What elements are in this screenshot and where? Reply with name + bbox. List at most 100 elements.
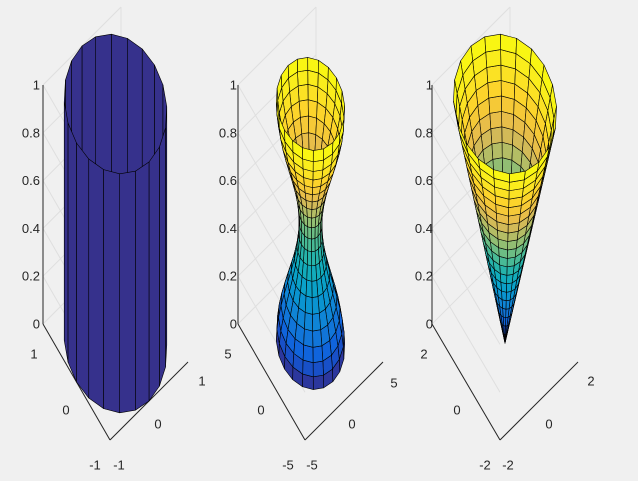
- z-axis-ticks: 0 0.2 0.4 0.6 0.8 1: [22, 78, 40, 332]
- x-tick-label: 5: [390, 376, 397, 391]
- surface-patch: [489, 111, 503, 129]
- y-tick-label: 0: [453, 403, 460, 418]
- z-tick-label: 0.6: [415, 173, 433, 188]
- z-tick-label: 0.6: [219, 173, 237, 188]
- surface-patch: [312, 374, 325, 390]
- y-tick-label: 5: [224, 347, 231, 362]
- surface-patch: [159, 127, 166, 387]
- surface-patch: [303, 328, 314, 348]
- grid-line: [237, 132, 306, 250]
- x-axis-ticks: -1 0 1: [113, 374, 205, 473]
- surface-patch: [501, 290, 507, 302]
- y-axis-line: [237, 323, 306, 441]
- surface-patch: [502, 308, 507, 318]
- surface-patch: [488, 95, 502, 114]
- surface-patch: [311, 280, 319, 298]
- surface-patch: [63, 101, 69, 363]
- y-axis-line: [431, 323, 501, 441]
- surface-patch: [303, 247, 309, 266]
- x-tick-label: -1: [113, 458, 125, 473]
- surface-patch: [148, 146, 160, 402]
- y-axis-ticks: -2 0 2: [420, 347, 490, 473]
- z-tick-label: 0.4: [219, 221, 237, 236]
- surface-patch: [308, 132, 317, 152]
- z-tick-label: 0.4: [22, 221, 40, 236]
- surface-patch: [297, 84, 309, 102]
- y-tick-label: 0: [62, 403, 69, 418]
- z-tick-label: 0: [230, 317, 237, 332]
- surface-patch: [308, 115, 317, 135]
- surface-patch: [304, 312, 313, 332]
- surface-patch: [296, 57, 309, 73]
- cone-plot: 0 0.2 0.4 0.6 0.8 1 -2 0 2 -2 0 2: [415, 6, 595, 473]
- surface: [63, 33, 168, 414]
- surface-patch: [306, 264, 313, 282]
- surface-patch: [502, 316, 506, 327]
- surface-patch: [312, 345, 324, 363]
- surface-patch: [311, 296, 320, 315]
- surface-patch: [312, 329, 323, 348]
- surface-patch: [487, 80, 502, 99]
- cylinder-plot: 0 0.2 0.4 0.6 0.8 1 -1 0 1 -1 0 1: [22, 6, 206, 473]
- surface-patch: [307, 57, 319, 74]
- surface-patch: [103, 169, 120, 414]
- z-axis-ticks: 0 0.2 0.4 0.6 0.8 1: [219, 78, 237, 332]
- z-tick-label: 0.8: [22, 125, 40, 140]
- surface-patch: [312, 312, 321, 332]
- y-tick-label: -1: [89, 458, 101, 473]
- surface-patch: [307, 99, 318, 119]
- surface-patch: [484, 33, 501, 53]
- surface-patch: [506, 265, 515, 276]
- y-tick-label: 0: [257, 403, 264, 418]
- surface-patch: [307, 237, 312, 253]
- x-tick-label: 0: [545, 417, 552, 432]
- surface-patch: [311, 250, 317, 267]
- surface-patch: [491, 141, 503, 160]
- y-tick-label: -5: [282, 458, 294, 473]
- x-axis-ticks: -5 0 5: [306, 376, 397, 473]
- z-tick-label: 1: [426, 78, 433, 93]
- z-axis-ticks: 0 0.2 0.4 0.6 0.8 1: [415, 78, 433, 332]
- z-tick-label: 0.8: [219, 125, 237, 140]
- surface-patch: [307, 226, 312, 240]
- z-tick-label: 0: [426, 317, 433, 332]
- surface-patch: [311, 217, 317, 229]
- surface-patch: [312, 148, 325, 163]
- surface-patch: [302, 344, 314, 363]
- x-tick-label: -5: [306, 458, 318, 473]
- surface-patch: [505, 299, 511, 310]
- grid-line: [431, 275, 501, 393]
- x-axis-ticks: -2 0 2: [502, 374, 594, 473]
- surface-patch: [67, 122, 77, 383]
- surface-patch: [486, 64, 502, 84]
- x-tick-label: 0: [348, 417, 355, 432]
- surface-patch: [311, 200, 319, 210]
- x-tick-label: 0: [154, 417, 161, 432]
- surface-patch: [505, 291, 512, 302]
- y-axis-ticks: -1 0 1: [30, 347, 100, 473]
- surface-patch: [490, 126, 503, 145]
- surface-patch: [119, 170, 136, 414]
- surface-patch: [311, 264, 318, 282]
- y-axis-ticks: -5 0 5: [224, 347, 293, 473]
- z-tick-label: 0.4: [415, 221, 433, 236]
- surface-patch: [311, 208, 318, 219]
- axes-lines: [237, 85, 384, 441]
- x-axis-line: [499, 361, 579, 441]
- surface-patch: [301, 261, 308, 281]
- surface-patch: [76, 142, 90, 399]
- surface-patch: [485, 49, 502, 68]
- x-tick-label: 1: [198, 374, 205, 389]
- surface-patch: [506, 256, 516, 268]
- y-tick-label: -2: [479, 458, 491, 473]
- surface-patch: [307, 84, 319, 103]
- z-tick-label: 0.8: [415, 125, 433, 140]
- grid-line: [431, 180, 501, 297]
- surface-patch: [501, 299, 507, 310]
- surface-patch: [493, 169, 510, 183]
- surface-patch: [503, 325, 506, 335]
- x-axis-line: [304, 361, 384, 441]
- surface-patch: [506, 282, 513, 293]
- surface-patch: [311, 226, 316, 240]
